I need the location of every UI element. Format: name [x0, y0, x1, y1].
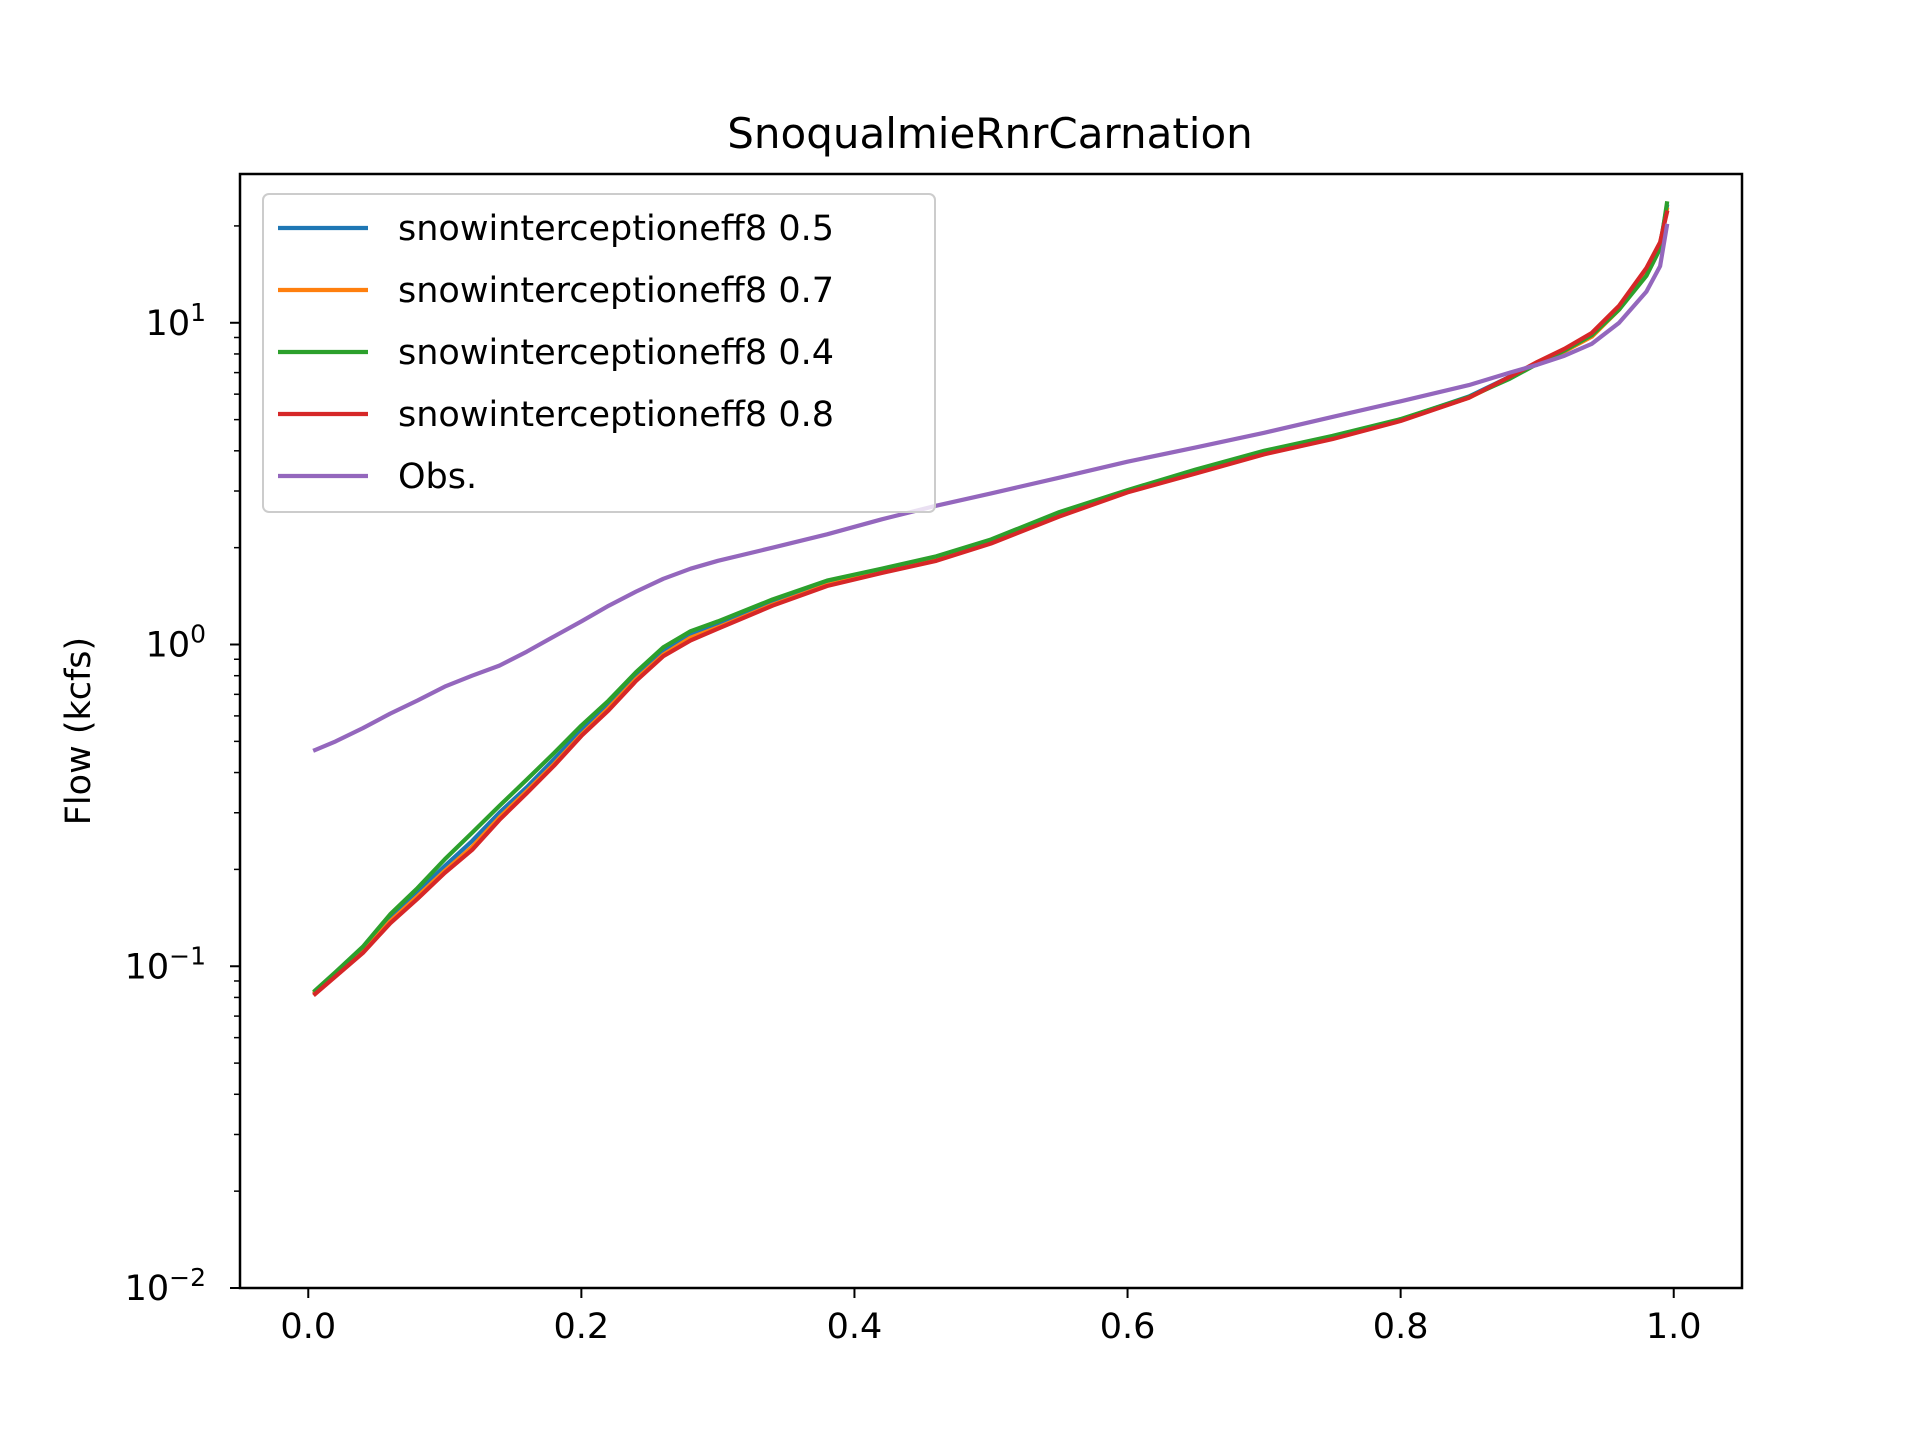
y-tick-exponent: 0	[190, 620, 206, 649]
y-tick-base: 10	[125, 947, 170, 987]
x-tick-label: 0.4	[827, 1307, 883, 1347]
legend-label-1: snowinterceptioneff8 0.7	[398, 271, 834, 311]
x-tick-label: 1.0	[1646, 1307, 1702, 1347]
y-tick-base: 10	[146, 304, 191, 344]
x-tick-label: 0.0	[280, 1307, 336, 1347]
y-tick-base: 10	[125, 1269, 170, 1309]
legend-label-0: snowinterceptioneff8 0.5	[398, 209, 834, 249]
legend-label-3: snowinterceptioneff8 0.8	[398, 395, 834, 435]
x-axis-ticks: 0.0 0.2 0.4 0.6 0.8 1.0	[280, 1288, 1702, 1347]
y-tick-base: 10	[146, 626, 191, 666]
y-tick-exponent: 1	[190, 298, 206, 327]
legend-label-2: snowinterceptioneff8 0.4	[398, 333, 834, 373]
x-tick-label: 0.2	[554, 1307, 610, 1347]
series-layer	[312, 201, 1670, 997]
y-tick-label: 10−1	[125, 941, 206, 987]
x-tick-label: 0.8	[1373, 1307, 1429, 1347]
legend-box	[262, 193, 936, 513]
chart-title: SnoqualmieRnrCarnation	[727, 109, 1253, 158]
series-line-4	[312, 223, 1670, 753]
legend-label-4: Obs.	[398, 457, 477, 497]
y-tick-label: 101	[146, 298, 206, 344]
y-axis-label: Flow (kcfs)	[59, 637, 99, 825]
legend: snowinterceptioneff8 0.5 snowinterception…	[262, 193, 936, 513]
y-tick-exponent: −1	[169, 941, 206, 970]
y-tick-label: 100	[146, 620, 206, 666]
y-tick-label: 10−2	[125, 1263, 206, 1309]
series-line-3	[312, 210, 1670, 997]
plot-frame	[238, 172, 1744, 1290]
legend-entries: snowinterceptioneff8 0.5 snowinterception…	[278, 209, 834, 497]
y-tick-exponent: −2	[169, 1263, 206, 1292]
x-tick-label: 0.6	[1100, 1307, 1156, 1347]
